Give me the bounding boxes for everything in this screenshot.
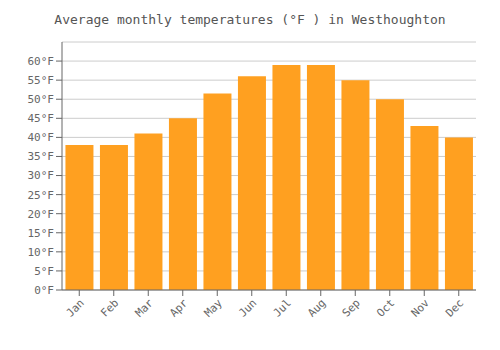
svg-text:Jun: Jun <box>236 296 259 319</box>
svg-text:Oct: Oct <box>374 296 397 319</box>
svg-text:Aug: Aug <box>305 296 328 319</box>
svg-text:Jan: Jan <box>64 296 87 319</box>
svg-text:10°F: 10°F <box>28 246 55 259</box>
svg-text:Mar: Mar <box>133 296 157 320</box>
svg-text:60°F: 60°F <box>28 55 55 68</box>
svg-text:55°F: 55°F <box>28 74 55 87</box>
svg-text:50°F: 50°F <box>28 93 55 106</box>
svg-text:Nov: Nov <box>409 296 433 320</box>
svg-text:Apr: Apr <box>167 296 191 320</box>
svg-text:Jul: Jul <box>271 296 294 319</box>
svg-text:Sep: Sep <box>340 296 363 319</box>
svg-text:Dec: Dec <box>443 296 466 319</box>
html-text:Average monthly temperatures (: Average monthly temperatures (°F ) in We… <box>54 12 446 27</box>
svg-text:20°F: 20°F <box>28 208 55 221</box>
svg-text:30°F: 30°F <box>28 169 55 182</box>
svg-text:45°F: 45°F <box>28 112 55 125</box>
svg-text:0°F: 0°F <box>34 284 54 297</box>
svg-text:May: May <box>202 296 226 320</box>
svg-text:15°F: 15°F <box>28 227 55 240</box>
svg-text:Feb: Feb <box>98 296 121 319</box>
svg-text:25°F: 25°F <box>28 189 55 202</box>
svg-text:40°F: 40°F <box>28 131 55 144</box>
svg-text:35°F: 35°F <box>28 150 55 163</box>
svg-text:5°F: 5°F <box>34 265 54 278</box>
